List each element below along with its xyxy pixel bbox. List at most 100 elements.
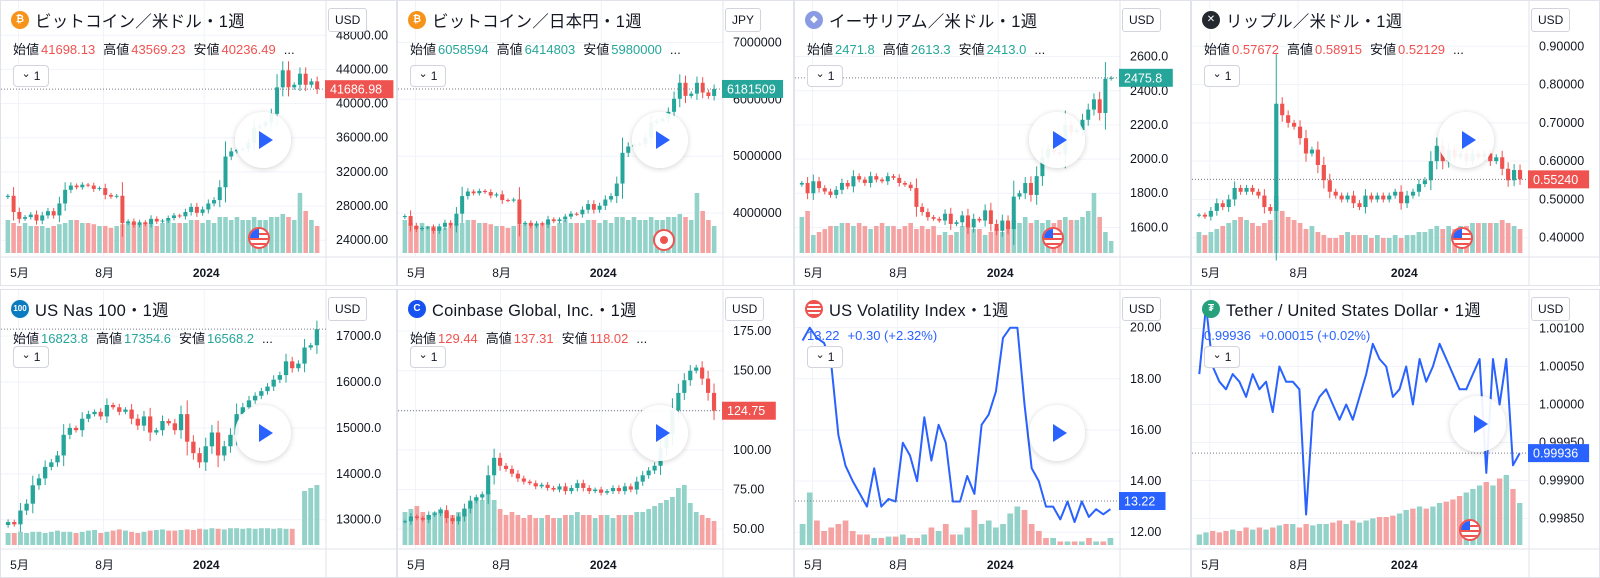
interval-button[interactable]: ⌄ 1	[13, 346, 49, 368]
volume-bar	[1422, 232, 1428, 253]
candle-body	[1017, 193, 1022, 197]
volume-bar	[402, 220, 408, 253]
candle-body	[24, 503, 29, 511]
play-button[interactable]	[1450, 395, 1506, 452]
ohlc-value: 6414803	[524, 42, 576, 57]
us-event-icon[interactable]	[1451, 227, 1473, 249]
volume-bar	[899, 534, 906, 545]
chart-panel-eth-usd[interactable]: ◆ イーサリアム／米ドル・1週 始値 2471.8 高値 2613.3 安値 2413.0..…	[794, 0, 1191, 286]
play-button[interactable]	[632, 404, 688, 461]
volume-bar	[1517, 229, 1523, 253]
currency-button[interactable]: USD	[328, 8, 368, 32]
volume-bar	[488, 224, 494, 253]
us-event-icon[interactable]	[1459, 519, 1481, 541]
interval-button[interactable]: ⌄ 1	[410, 65, 446, 87]
volume-bar	[1074, 220, 1080, 253]
candle-body	[1208, 210, 1213, 217]
y-tick-label: 1.00050	[1539, 360, 1584, 374]
last-price-badge	[722, 79, 784, 98]
candle-body	[1232, 187, 1237, 200]
candle-body	[129, 409, 134, 419]
y-tick-label: 4000000	[733, 206, 782, 220]
candle-body	[36, 478, 42, 486]
candle-body	[1086, 109, 1091, 120]
candle-body	[40, 215, 45, 221]
chart-panel-vix[interactable]: US Volatility Index・1週 13.22 +0.30 (+2.32%…	[794, 289, 1191, 578]
volume-bar	[197, 528, 203, 545]
candle-body	[209, 432, 215, 447]
ohlc-label: 安値	[561, 331, 588, 346]
play-button[interactable]	[235, 404, 291, 461]
interval-button[interactable]: ⌄ 1	[13, 65, 49, 87]
nasdaq-100-icon: 100	[11, 300, 29, 318]
chart-panel-usdt-usd[interactable]: ₮ Tether / United States Dollar・1週 0.99936…	[1191, 289, 1600, 578]
chart-panel-btc-jpy[interactable]: ₿ ビットコイン／日本円・1週 始値 6058594 高値 6414803 安値 598000…	[397, 0, 794, 286]
candle-body	[534, 223, 539, 226]
volume-bar	[871, 538, 878, 545]
bitcoin-icon: ₿	[11, 11, 29, 29]
chart-panel-btc-usd[interactable]: ₿ ビットコイン／米ドル・1週 始値 41698.13 高値 43569.23 安値 4023…	[0, 0, 397, 286]
volume-bar	[73, 533, 79, 545]
candle-body	[402, 216, 407, 218]
volume-bar	[925, 229, 931, 253]
currency-button[interactable]: USD	[1531, 8, 1571, 32]
volume-bar	[994, 229, 999, 253]
volume-bar	[574, 512, 580, 545]
chart-panel-nas100[interactable]: 100 US Nas 100・1週 始値 16823.8 高値 17354.6 安値 1656…	[0, 289, 397, 578]
volume-bar	[227, 528, 233, 545]
volume-bar	[845, 223, 850, 253]
volume-bar	[902, 226, 908, 253]
candle-body	[194, 206, 199, 213]
us-event-icon[interactable]	[1042, 227, 1064, 249]
volume-bar	[36, 531, 42, 545]
interval-button[interactable]: ⌄ 1	[1204, 65, 1240, 87]
play-button[interactable]	[235, 112, 291, 168]
interval-label: 1	[827, 69, 835, 83]
play-button[interactable]	[1029, 112, 1085, 168]
interval-button[interactable]: ⌄ 1	[807, 346, 843, 368]
interval-button[interactable]: ⌄ 1	[410, 346, 446, 368]
volume-bar	[527, 515, 533, 545]
y-tick-label: 2600.0	[1130, 50, 1168, 64]
currency-button[interactable]: JPY	[725, 8, 762, 32]
volume-bar	[693, 512, 699, 545]
us-event-icon[interactable]	[248, 227, 270, 249]
volume-bar	[1296, 527, 1303, 545]
time-axis-label: 2024	[987, 558, 1014, 572]
candle-body	[147, 416, 153, 433]
currency-button[interactable]: USD	[725, 297, 765, 321]
volume-bar	[153, 530, 159, 545]
volume-bar	[637, 220, 642, 253]
currency-button[interactable]: USD	[1122, 297, 1162, 321]
volume-bar	[1103, 232, 1108, 253]
play-button[interactable]	[1029, 404, 1085, 461]
currency-label: USD	[1129, 302, 1155, 316]
interval-button[interactable]: ⌄ 1	[1204, 346, 1240, 368]
candle-body	[593, 489, 598, 492]
currency-button[interactable]: USD	[1531, 297, 1571, 321]
currency-label: USD	[1538, 13, 1564, 27]
time-axis-label: 2024	[193, 266, 220, 280]
volume-bar	[419, 223, 425, 253]
candle-body	[503, 465, 509, 469]
us-flag-icon	[805, 300, 823, 318]
time-axis-label: 2024	[1391, 266, 1418, 280]
currency-button[interactable]: USD	[1122, 8, 1162, 32]
volume-bar	[269, 217, 274, 253]
play-button[interactable]	[1438, 112, 1494, 168]
volume-bar	[491, 500, 497, 545]
chart-panel-coinbase[interactable]: C Coinbase Global, Inc.・1週 始値 129.44 高値 137.3…	[397, 289, 794, 578]
candle-body	[948, 213, 953, 224]
candle-body	[569, 487, 574, 492]
jp-event-icon[interactable]	[653, 229, 675, 251]
volume-bar	[39, 226, 45, 253]
chart-panel-xrp-usd[interactable]: ✕ リップル／米ドル・1週 始値 0.57672 高値 0.58915 安値 0.52129.…	[1191, 0, 1600, 286]
candle-body	[891, 176, 896, 178]
volume-bar	[62, 223, 68, 253]
currency-label: USD	[335, 13, 361, 27]
volume-bar	[1068, 220, 1074, 253]
currency-button[interactable]: USD	[328, 297, 368, 321]
play-button[interactable]	[632, 112, 688, 168]
candle-body	[546, 219, 551, 225]
interval-button[interactable]: ⌄ 1	[807, 65, 843, 87]
